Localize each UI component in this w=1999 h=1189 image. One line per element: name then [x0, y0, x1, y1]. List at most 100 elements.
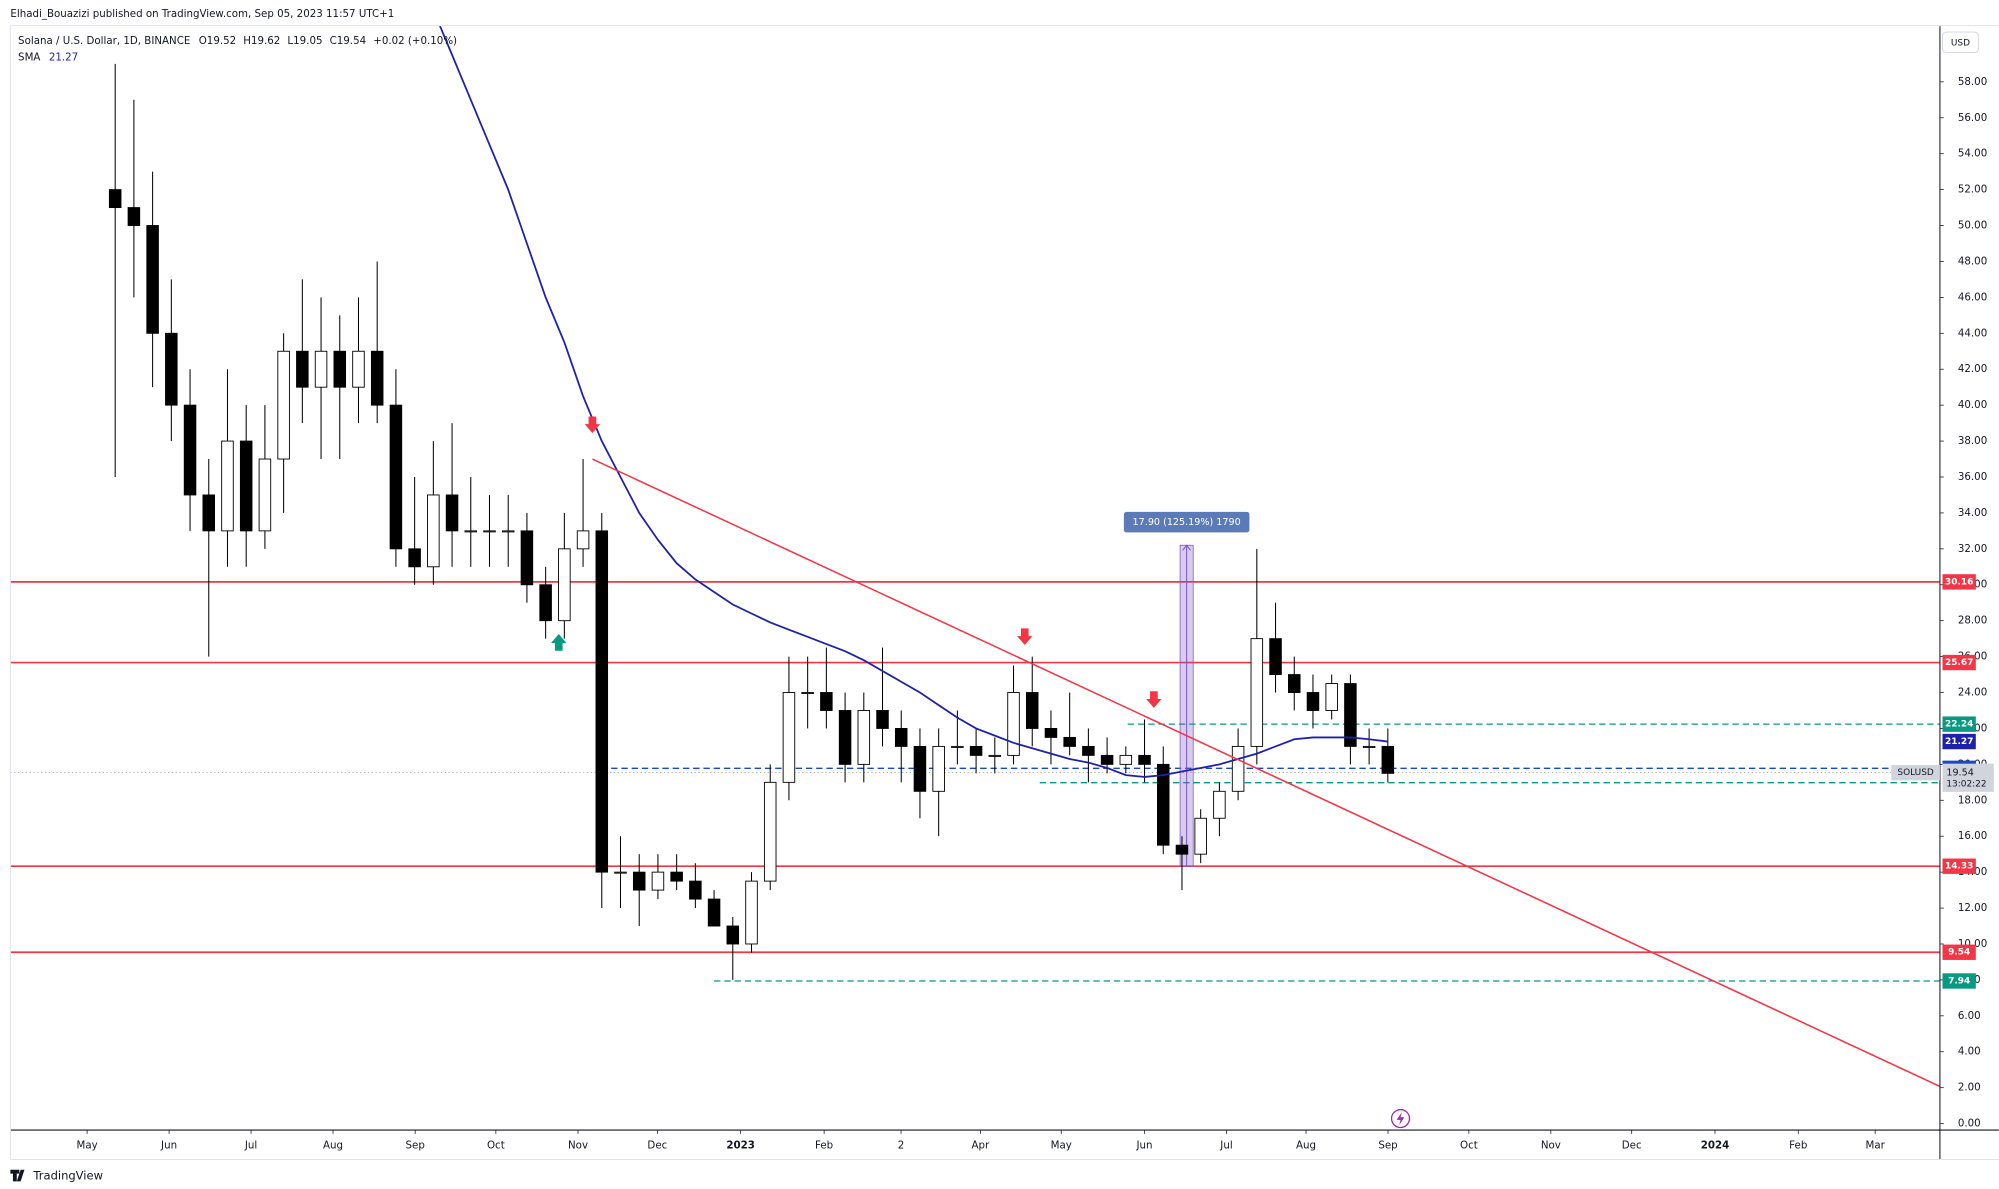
- y-tick-label: 44.00: [1958, 327, 1987, 339]
- currency-label[interactable]: USD: [1951, 38, 1970, 48]
- candle-body: [1194, 817, 1207, 855]
- candle-body: [689, 880, 702, 900]
- candle-body: [1381, 745, 1395, 774]
- symbol-name: Solana / U.S. Dollar, 1D, BINANCE: [18, 35, 190, 47]
- ohlc-open: O19.52: [199, 35, 236, 47]
- price-tag-box: [1942, 944, 1976, 960]
- candle-body: [614, 871, 627, 874]
- candle-body: [296, 350, 309, 388]
- y-tick-label: 54.00: [1958, 148, 1987, 160]
- measure-label-box: [1123, 511, 1250, 533]
- candle-body: [258, 458, 272, 532]
- candle-body: [707, 898, 721, 927]
- candle-body: [1175, 844, 1189, 855]
- x-tick-label: 2023: [726, 1139, 755, 1151]
- price-tag-box: [1942, 973, 1976, 989]
- countdown-label: 13:02:22: [1946, 780, 1986, 790]
- signal-arrow: [1017, 628, 1033, 646]
- candle-body: [539, 584, 552, 622]
- candle-body: [745, 880, 758, 945]
- measure-label: 17.90 (125.19%) 1790: [1133, 517, 1241, 528]
- y-tick-label: 18.00: [1958, 794, 1987, 806]
- price-tag-label: 21.27: [1945, 737, 1973, 747]
- candle-body: [1306, 692, 1320, 711]
- candle-body: [520, 530, 534, 586]
- candle-body: [1082, 745, 1095, 756]
- signal-arrow: [1146, 691, 1162, 708]
- y-tick-label: 50.00: [1958, 220, 1987, 232]
- x-tick-label: Apr: [972, 1139, 991, 1151]
- candle-body: [1007, 692, 1020, 756]
- price-tag-box: [1942, 858, 1976, 874]
- y-tick-label: 34.00: [1958, 507, 1987, 519]
- ohlc-high: H19.62: [243, 35, 280, 47]
- measure-arrow-head: [1182, 544, 1191, 551]
- candle-body: [483, 530, 496, 533]
- last-price-box: [1942, 763, 1994, 792]
- x-tick-label: 2: [898, 1139, 905, 1151]
- y-tick-label: 32.00: [1958, 543, 1987, 555]
- x-tick-label: Nov: [1541, 1139, 1561, 1151]
- y-tick-label: 12.00: [1958, 902, 1987, 914]
- candle-body: [1344, 683, 1357, 747]
- x-tick-label: 2024: [1701, 1139, 1730, 1151]
- candle-body: [820, 692, 833, 711]
- candle-body: [221, 440, 234, 532]
- candle-body: [464, 530, 478, 533]
- candle-body: [763, 781, 777, 882]
- candle-body: [277, 350, 290, 460]
- y-tick-label: 6.00: [1958, 1010, 1981, 1022]
- x-tick-label: Jul: [1219, 1139, 1232, 1151]
- footer-brand: TradingView: [32, 1169, 103, 1183]
- ohlc-close: C19.54: [330, 35, 367, 47]
- published-line: Elhadi_Bouazizi published on TradingView…: [10, 8, 394, 20]
- signal-arrow: [551, 634, 567, 651]
- candle-body: [408, 548, 421, 568]
- candle-body: [314, 350, 328, 388]
- candle-body: [651, 871, 665, 891]
- candle-body: [1025, 692, 1039, 729]
- price-tag-label: 25.67: [1945, 658, 1973, 668]
- y-tick-label: 38.00: [1958, 435, 1987, 447]
- candle-body: [202, 494, 216, 532]
- candle-body: [558, 548, 571, 622]
- candle-body: [838, 710, 852, 765]
- candle-body: [595, 530, 609, 873]
- candle-body: [333, 350, 347, 388]
- candle-body: [632, 871, 646, 891]
- price-tag-label: 22.24: [1945, 720, 1973, 730]
- y-tick-label: 36.00: [1958, 471, 1987, 483]
- y-tick-label: 4.00: [1958, 1046, 1981, 1058]
- x-tick-label: Dec: [1622, 1139, 1642, 1151]
- candle-body: [1250, 638, 1264, 747]
- currency-button[interactable]: [1942, 31, 1979, 53]
- x-tick-label: Jun: [160, 1139, 177, 1151]
- candle-body: [576, 530, 590, 550]
- ohlc-change: +0.02 (+0.10%): [373, 35, 457, 47]
- candle-body: [670, 871, 683, 882]
- candle-body: [427, 494, 440, 568]
- candle-body: [857, 710, 871, 765]
- y-tick-label: 52.00: [1958, 184, 1987, 196]
- candle-body: [352, 350, 365, 388]
- y-tick-label: 58.00: [1958, 76, 1987, 88]
- price-tag-box: [1942, 716, 1976, 732]
- price-tag-label: 9.54: [1948, 948, 1970, 958]
- candle-body: [445, 494, 459, 532]
- price-tag-label: 14.33: [1945, 862, 1973, 872]
- candle-body: [127, 207, 141, 226]
- y-tick-label: 0.00: [1958, 1118, 1981, 1130]
- candle-body: [782, 692, 796, 783]
- x-tick-label: Aug: [323, 1139, 343, 1151]
- indicator-name: SMA: [18, 52, 40, 64]
- x-tick-label: Oct: [1460, 1139, 1478, 1151]
- candle-body: [1119, 754, 1133, 765]
- y-tick-label: 56.00: [1958, 112, 1987, 124]
- x-tick-label: Nov: [568, 1139, 588, 1151]
- indicator-value: 21.27: [49, 52, 78, 64]
- candle-body: [894, 728, 908, 747]
- price-tag-label: 7.94: [1948, 976, 1970, 986]
- lightning-icon: [1390, 1108, 1411, 1129]
